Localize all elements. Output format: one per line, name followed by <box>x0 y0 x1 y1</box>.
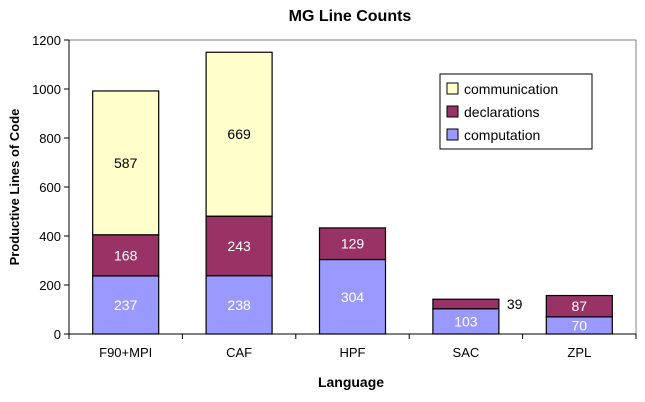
bar-segment-declarations <box>92 234 160 277</box>
bar-segment-declarations <box>205 215 273 277</box>
data-label-computation: 70 <box>572 317 588 333</box>
y-tick-label: 800 <box>39 131 61 146</box>
legend-swatch-declarations <box>446 105 459 118</box>
x-tick-label: HPF <box>340 345 366 360</box>
y-axis-label: Productive Lines of Code <box>7 109 22 266</box>
x-tick-label: CAF <box>226 345 252 360</box>
data-label-computation: 237 <box>114 297 138 313</box>
data-label-computation: 103 <box>454 313 478 329</box>
data-label-declarations: 87 <box>572 298 588 314</box>
bar-segment-computation <box>92 275 160 335</box>
y-tick-label: 1200 <box>32 33 61 48</box>
data-label-computation: 304 <box>341 289 365 305</box>
legend-label-computation: computation <box>464 127 540 143</box>
legend-label-communication: communication <box>464 81 558 97</box>
bar-segment-communication <box>92 90 160 236</box>
bar-segment-computation <box>205 275 273 335</box>
y-tick-label: 0 <box>54 327 61 342</box>
y-tick-label: 600 <box>39 180 61 195</box>
x-tick-label: ZPL <box>567 345 591 360</box>
data-label-computation: 238 <box>227 297 251 313</box>
bar-segment-computation <box>318 258 387 335</box>
bar-segment-communication <box>205 51 273 217</box>
data-label-communication: 669 <box>227 126 251 142</box>
legend-label-declarations: declarations <box>464 104 540 120</box>
legend: communication declarations computation <box>439 73 593 150</box>
legend-box <box>439 73 593 150</box>
y-tick-label: 200 <box>39 278 61 293</box>
data-label-declarations: 39 <box>507 296 523 312</box>
x-axis-label: Language <box>318 374 384 390</box>
bar-segment-declarations <box>432 298 500 310</box>
legend-swatch-computation <box>446 128 459 141</box>
bar-segment-declarations <box>318 227 387 261</box>
y-tick-label: 400 <box>39 229 61 244</box>
bar-segment-declarations <box>545 294 613 318</box>
chart-title: MG Line Counts <box>289 8 412 25</box>
data-label-communication: 587 <box>114 155 138 171</box>
x-tick-label: SAC <box>453 345 480 360</box>
data-label-declarations: 129 <box>341 236 365 252</box>
data-label-declarations: 168 <box>114 247 138 263</box>
legend-swatch-communication <box>446 82 459 95</box>
y-tick-label: 1000 <box>32 82 61 97</box>
data-label-declarations: 243 <box>227 238 251 254</box>
x-tick-label: F90+MPI <box>99 345 152 360</box>
